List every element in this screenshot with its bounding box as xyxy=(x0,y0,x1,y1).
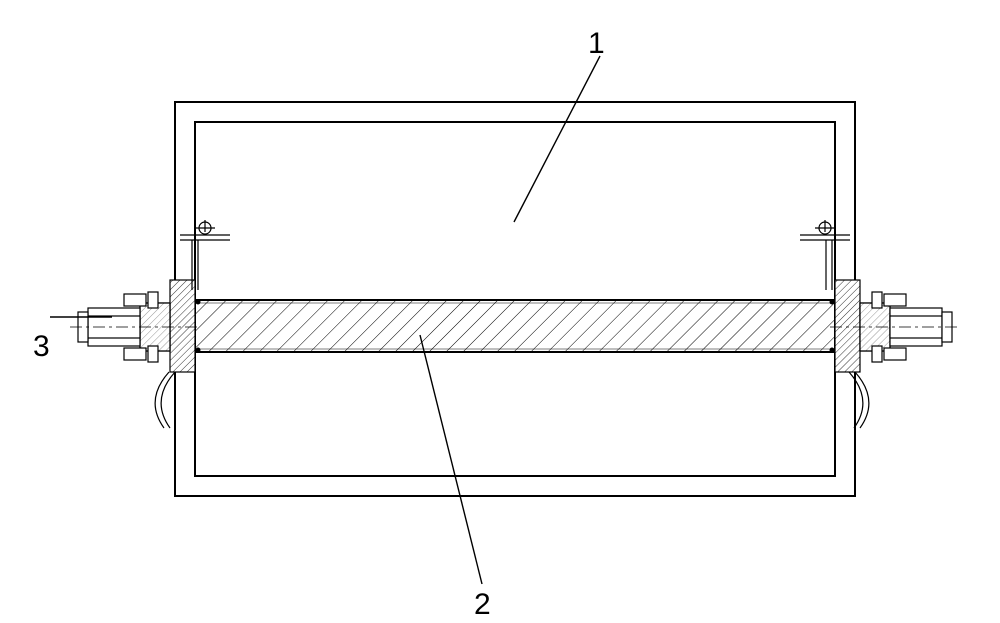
label-1: 1 xyxy=(588,27,605,61)
label-2: 2 xyxy=(474,588,491,622)
label-3: 3 xyxy=(33,330,50,364)
